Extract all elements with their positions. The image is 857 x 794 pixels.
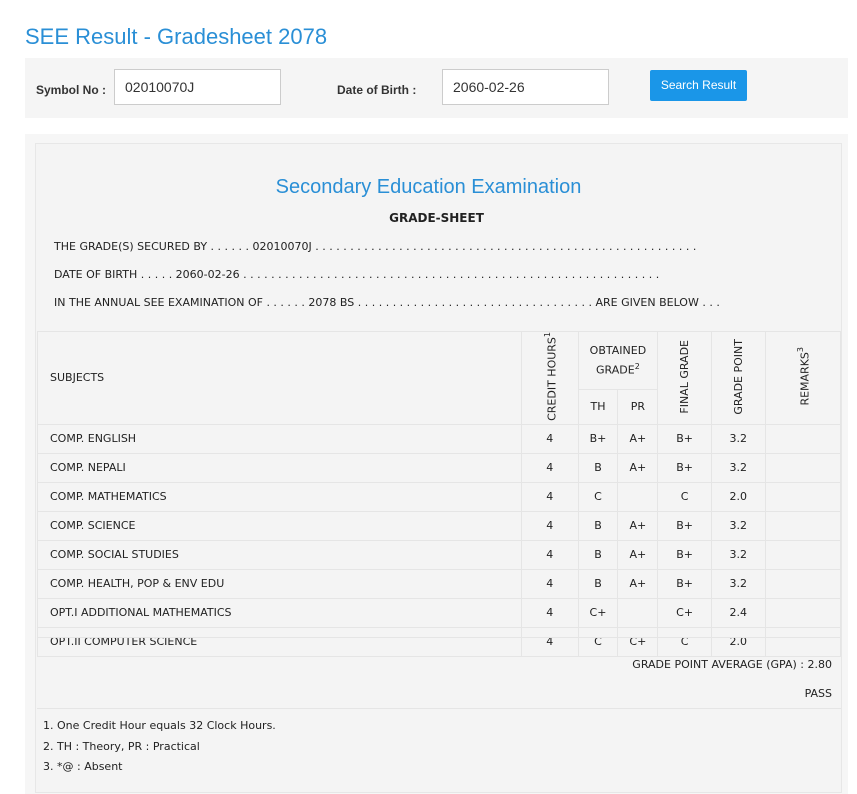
credit-cell: 4	[520, 539, 579, 570]
note-3: 3. *@ : Absent	[43, 760, 123, 773]
grades-table: SUBJECTS CREDIT HOURS1 OBTAINED GRADE2 FI…	[37, 331, 842, 657]
gpa-text: GRADE POINT AVERAGE (GPA) : 2.80	[632, 658, 832, 671]
symbol-input[interactable]: 02010070J	[114, 69, 281, 105]
th-grade-cell: C	[577, 481, 619, 512]
grade-point-cell: 2.4	[710, 597, 766, 628]
credit-cell: 4	[520, 481, 579, 512]
grade-sheet-title: GRADE-SHEET	[389, 211, 484, 225]
credit-cell: 4	[520, 568, 579, 599]
subject-cell: COMP. NEPALI	[37, 452, 522, 483]
page-title: SEE Result - Gradesheet 2078	[25, 24, 328, 49]
table-row: OPT.I ADDITIONAL MATHEMATICS 4 C+ C+ 2.4	[37, 597, 842, 628]
note-2: 2. TH : Theory, PR : Practical	[43, 740, 200, 753]
grade-point-cell: 3.2	[710, 423, 766, 454]
subjects-header: SUBJECTS	[37, 331, 522, 425]
th-grade-cell: B	[577, 539, 619, 570]
search-result-button[interactable]: Search Result	[650, 70, 747, 101]
final-grade-cell: C	[657, 481, 712, 512]
credit-cell: 4	[520, 510, 579, 541]
remarks-cell	[764, 626, 842, 657]
subject-cell: OPT.II COMPUTER SCIENCE	[37, 626, 522, 657]
note-1: 1. One Credit Hour equals 32 Clock Hours…	[43, 719, 276, 732]
dob-input[interactable]: 2060-02-26	[442, 69, 609, 105]
final-grade-cell: B+	[657, 423, 712, 454]
credit-cell: 4	[520, 423, 579, 454]
exam-title: Secondary Education Examination	[275, 176, 582, 198]
grade-point-cell: 3.2	[710, 452, 766, 483]
remarks-header: REMARKS3	[764, 331, 842, 425]
th-grade-cell: B	[577, 452, 619, 483]
grade-point-cell: 2.0	[710, 481, 766, 512]
pr-grade-cell: A+	[617, 452, 659, 483]
th-grade-cell: C+	[577, 597, 619, 628]
pr-header: PR	[617, 388, 659, 425]
subject-cell: COMP. SOCIAL STUDIES	[37, 539, 522, 570]
pr-grade-cell: A+	[617, 539, 659, 570]
table-row: COMP. NEPALI 4 B A+ B+ 3.2	[37, 452, 842, 483]
result-text: PASS	[804, 687, 832, 700]
th-grade-cell: B	[577, 510, 619, 541]
th-grade-cell: B+	[577, 423, 619, 454]
table-row: OPT.II COMPUTER SCIENCE 4 C C+ C 2.0	[37, 626, 842, 657]
table-row: COMP. MATHEMATICS 4 C C 2.0	[37, 481, 842, 512]
remarks-cell	[764, 452, 842, 483]
divider	[37, 708, 841, 709]
table-row: COMP. SOCIAL STUDIES 4 B A+ B+ 3.2	[37, 539, 842, 570]
exam-line: IN THE ANNUAL SEE EXAMINATION OF . . . .…	[54, 296, 720, 309]
final-grade-header: FINAL GRADE	[657, 331, 712, 425]
table-row: COMP. ENGLISH 4 B+ A+ B+ 3.2	[37, 423, 842, 454]
remarks-cell	[764, 568, 842, 599]
remarks-cell	[764, 481, 842, 512]
dob-line: DATE OF BIRTH . . . . . 2060-02-26 . . .…	[54, 268, 660, 281]
obtained-grade-header: OBTAINED GRADE2	[577, 331, 659, 390]
pr-grade-cell	[617, 597, 659, 628]
remarks-cell	[764, 423, 842, 454]
symbol-label: Symbol No :	[36, 83, 107, 97]
credit-cell: 4	[520, 626, 579, 657]
final-grade-cell: B+	[657, 568, 712, 599]
final-grade-cell: C+	[657, 597, 712, 628]
pr-grade-cell: C+	[617, 626, 659, 657]
table-row: COMP. HEALTH, POP & ENV EDU 4 B A+ B+ 3.2	[37, 568, 842, 599]
remarks-cell	[764, 510, 842, 541]
secured-by-line: THE GRADE(S) SECURED BY . . . . . . 0201…	[54, 240, 697, 253]
dob-label: Date of Birth :	[337, 83, 417, 97]
remarks-cell	[764, 597, 842, 628]
pr-grade-cell: A+	[617, 510, 659, 541]
pr-grade-cell: A+	[617, 568, 659, 599]
grade-point-cell: 3.2	[710, 510, 766, 541]
subject-cell: COMP. ENGLISH	[37, 423, 522, 454]
final-grade-cell: C	[657, 626, 712, 657]
final-grade-cell: B+	[657, 539, 712, 570]
subject-cell: COMP. SCIENCE	[37, 510, 522, 541]
grade-point-header: GRADE POINT	[710, 331, 766, 425]
grade-point-cell: 3.2	[710, 539, 766, 570]
pr-grade-cell	[617, 481, 659, 512]
subject-cell: COMP. MATHEMATICS	[37, 481, 522, 512]
table-row: COMP. SCIENCE 4 B A+ B+ 3.2	[37, 510, 842, 541]
grade-point-cell: 3.2	[710, 568, 766, 599]
remarks-cell	[764, 539, 842, 570]
credit-cell: 4	[520, 452, 579, 483]
th-grade-cell: C	[577, 626, 619, 657]
credit-cell: 4	[520, 597, 579, 628]
th-grade-cell: B	[577, 568, 619, 599]
final-grade-cell: B+	[657, 510, 712, 541]
final-grade-cell: B+	[657, 452, 712, 483]
credit-hours-header: CREDIT HOURS1	[520, 331, 579, 425]
subject-cell: OPT.I ADDITIONAL MATHEMATICS	[37, 597, 522, 628]
pr-grade-cell: A+	[617, 423, 659, 454]
grade-point-cell: 2.0	[710, 626, 766, 657]
th-header: TH	[577, 388, 619, 425]
divider	[37, 637, 841, 638]
subject-cell: COMP. HEALTH, POP & ENV EDU	[37, 568, 522, 599]
